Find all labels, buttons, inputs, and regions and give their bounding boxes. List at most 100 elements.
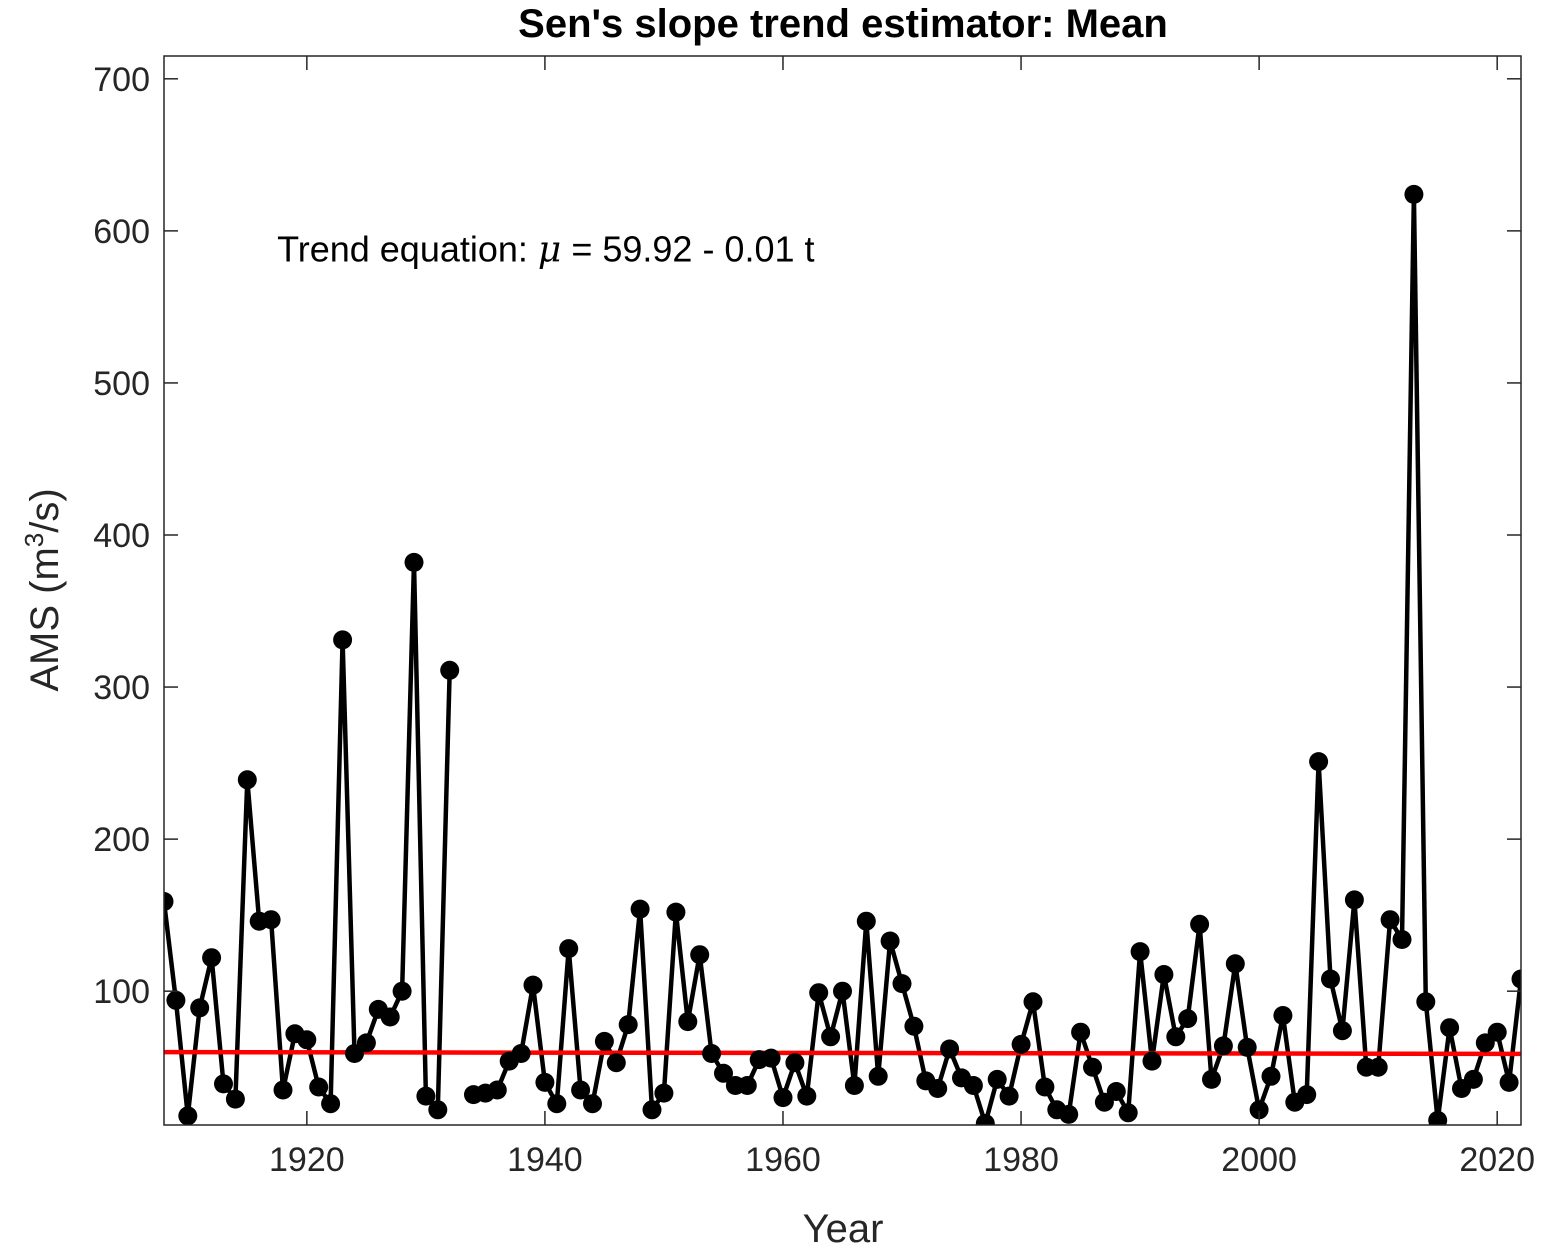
y-tick-label: 500 xyxy=(93,365,150,403)
data-point xyxy=(1154,965,1174,984)
x-tick-label: 1980 xyxy=(983,1141,1059,1179)
data-point xyxy=(1178,1009,1198,1029)
data-point xyxy=(844,1076,864,1095)
y-tick-label: 600 xyxy=(93,213,150,251)
y-tick-label: 200 xyxy=(93,821,150,859)
data-point xyxy=(678,1012,698,1032)
data-point xyxy=(404,552,424,572)
data-point xyxy=(1273,1006,1293,1025)
data-point xyxy=(511,1044,531,1063)
data-point xyxy=(642,1100,662,1120)
data-point xyxy=(190,998,210,1018)
data-point xyxy=(1368,1057,1388,1077)
data-point xyxy=(166,990,186,1010)
data-point xyxy=(1416,992,1436,1012)
data-point xyxy=(594,1031,614,1051)
data-point xyxy=(690,945,710,965)
data-point xyxy=(178,1106,198,1125)
data-point xyxy=(1166,1027,1186,1047)
data-point xyxy=(1428,1110,1448,1125)
data-point xyxy=(1213,1036,1233,1056)
data-point xyxy=(833,981,852,1001)
data-point xyxy=(761,1048,781,1068)
chart-title: Sen's slope trend estimator: Mean xyxy=(518,2,1168,46)
data-point xyxy=(856,911,876,931)
data-point xyxy=(1142,1051,1162,1071)
x-tick-label: 1960 xyxy=(745,1141,821,1179)
y-tick-label: 100 xyxy=(93,973,150,1011)
data-point xyxy=(1118,1103,1138,1123)
plot-contents xyxy=(164,184,1521,1125)
y-axis-label: AMS (m3/s) xyxy=(19,488,67,691)
data-point xyxy=(666,902,686,922)
data-point xyxy=(630,899,650,919)
data-point xyxy=(214,1074,233,1094)
data-point xyxy=(999,1086,1019,1106)
data-point xyxy=(809,983,829,1003)
data-point xyxy=(821,1027,841,1047)
trend-equation-symbol: μ xyxy=(538,229,561,270)
data-point xyxy=(1499,1072,1519,1092)
data-point xyxy=(904,1016,924,1036)
data-point xyxy=(1225,954,1245,974)
data-point xyxy=(356,1033,376,1053)
data-point xyxy=(606,1053,626,1073)
y-axis-label-main: AMS (m xyxy=(23,547,67,691)
data-point xyxy=(1023,992,1043,1012)
axes: 1920 1940 1960 1980 2000 2020 100 200 300 400 500 6… xyxy=(93,55,1535,1179)
data-point xyxy=(571,1080,591,1100)
data-point xyxy=(987,1069,1007,1089)
data-point xyxy=(1202,1069,1221,1089)
x-axis-label: Year xyxy=(803,1207,884,1251)
data-point xyxy=(1309,752,1329,772)
data-point xyxy=(547,1094,567,1114)
x-tick-label: 2000 xyxy=(1221,1141,1297,1179)
data-point xyxy=(583,1094,602,1114)
trend-line xyxy=(164,1049,1521,1057)
data-point xyxy=(654,1083,674,1103)
data-point xyxy=(618,1015,638,1035)
data-point xyxy=(773,1088,793,1108)
data-point xyxy=(1440,1018,1460,1038)
data-point xyxy=(202,948,222,968)
data-point xyxy=(487,1080,507,1100)
data-point xyxy=(380,1007,400,1027)
data-point xyxy=(1511,969,1521,989)
data-point xyxy=(1249,1100,1269,1120)
plot-area xyxy=(164,184,1521,1125)
data-point xyxy=(1392,930,1412,949)
data-point xyxy=(797,1086,817,1106)
data-point xyxy=(868,1066,888,1086)
trend-equation-prefix: Trend equation: xyxy=(277,228,538,269)
data-point xyxy=(1011,1034,1031,1054)
data-point xyxy=(880,931,900,951)
data-point xyxy=(1332,1021,1352,1041)
data-point xyxy=(273,1080,293,1100)
data-point xyxy=(1487,1022,1507,1042)
y-tick-label: 700 xyxy=(93,61,150,99)
data-point xyxy=(702,1044,722,1063)
data-point xyxy=(1404,184,1424,204)
data-point xyxy=(1261,1066,1281,1086)
data-point xyxy=(785,1053,805,1073)
data-point xyxy=(1380,910,1400,930)
trend-equation-body: = 59.92 - 0.01 t xyxy=(561,228,814,269)
x-tick-label: 2020 xyxy=(1459,1141,1535,1179)
data-point xyxy=(928,1079,948,1098)
data-point xyxy=(1083,1057,1102,1077)
data-point xyxy=(428,1100,448,1120)
trend-equation-annotation: Trend equation: μ = 59.92 - 0.01 t xyxy=(277,228,814,270)
data-point xyxy=(1237,1037,1257,1057)
data-point xyxy=(1321,969,1340,989)
y-tick-label: 300 xyxy=(93,669,150,707)
data-point xyxy=(975,1114,995,1125)
data-point xyxy=(440,660,460,680)
x-tick-label: 1940 xyxy=(507,1141,583,1179)
data-point xyxy=(1130,942,1150,962)
axes-box xyxy=(163,55,1522,1126)
data-point xyxy=(225,1089,245,1109)
data-point xyxy=(1035,1077,1055,1097)
data-point xyxy=(1463,1069,1483,1089)
data-point xyxy=(261,910,281,930)
